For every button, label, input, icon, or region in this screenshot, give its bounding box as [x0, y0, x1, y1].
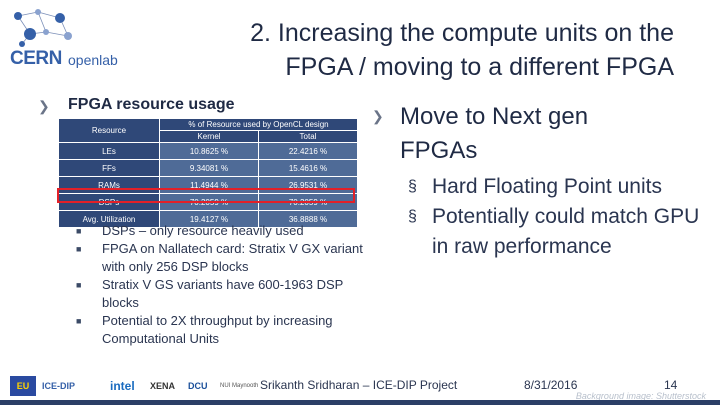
- dsp-row-highlight: [57, 188, 355, 203]
- intel-logo: intel: [110, 379, 135, 393]
- fpga-resource-usage-title: FPGA resource usage: [68, 96, 235, 113]
- eu-flag-icon: EU: [10, 376, 36, 396]
- chevron-right-icon: ❯: [38, 98, 50, 114]
- footer-bar: [0, 400, 720, 405]
- slide-title: 2. Increasing the compute units on the F…: [114, 16, 674, 84]
- network-logo-icon: [14, 9, 72, 47]
- cell-kernel: 19.4127 %: [159, 210, 259, 228]
- resource-table: Resource % of Resource used by OpenCL de…: [58, 118, 359, 228]
- cell-resource: Avg. Utilization: [58, 210, 160, 228]
- list-item: § Hard Floating Point units: [408, 172, 708, 202]
- square-bullet-icon: ■: [76, 226, 82, 236]
- table-row: LEs 10.8625 % 22.4216 %: [58, 142, 359, 160]
- square-bullet-icon: §: [408, 178, 417, 195]
- bullet-text: Stratix V GS variants have 600-1963 DSP …: [102, 277, 344, 310]
- bullet-text: DSPs – only resource heavily used: [102, 223, 304, 238]
- left-bullet-list: ■ DSPs – only resource heavily used ■ FPGA…: [76, 222, 366, 348]
- cell-resource: FFs: [58, 159, 160, 177]
- list-item: ■ Potential to 2X throughput by increasin…: [76, 312, 366, 348]
- cell-total: 36.8888 %: [257, 210, 359, 228]
- slide-title-line1: 2. Increasing the compute units on the: [250, 19, 674, 47]
- cern-openlab-logo: CERN openlab: [8, 6, 130, 70]
- square-bullet-icon: ■: [76, 244, 82, 254]
- header-group: % of Resource used by OpenCL design: [159, 118, 358, 131]
- header-resource: Resource: [58, 118, 160, 143]
- table-subheader-row: Kernel Total: [59, 130, 359, 143]
- sponsor-logos: EU ICE-DIP intel XENA DCU NUI Maynooth: [10, 376, 260, 398]
- list-item: ■ DSPs – only resource heavily used: [76, 222, 366, 240]
- header-kernel: Kernel: [159, 130, 259, 143]
- header-total: Total: [257, 130, 359, 143]
- slide-title-line2: FPGA / moving to a different FPGA: [285, 53, 674, 81]
- cell-resource: LEs: [58, 142, 160, 160]
- xena-logo: XENA: [150, 381, 176, 391]
- table-row: FFs 9.34081 % 15.4616 %: [58, 159, 359, 177]
- footer-date: 8/31/2016: [524, 378, 578, 392]
- logo-cern-text: CERN: [10, 48, 62, 69]
- square-bullet-icon: ■: [76, 316, 82, 326]
- logo-openlab-text: openlab: [68, 52, 118, 68]
- nui-maynooth-logo: NUI Maynooth: [220, 383, 259, 389]
- bullet-text: FPGA on Nallatech card: Stratix V GX var…: [102, 241, 363, 274]
- footer-author: Srikanth Sridharan – ICE-DIP Project: [260, 378, 458, 392]
- next-gen-title-line2: FPGAs: [400, 137, 478, 164]
- list-item: ■ FPGA on Nallatech card: Stratix V GX va…: [76, 240, 366, 276]
- background-credit: Background image: Shutterstock: [575, 391, 706, 401]
- chevron-right-icon: ❯: [372, 108, 384, 124]
- ice-dip-logo: ICE-DIP: [42, 381, 76, 391]
- bullet-text: Hard Floating Point units: [432, 175, 662, 198]
- bullet-text: Potential to 2X throughput by increasing…: [102, 313, 333, 346]
- bullet-text: Potentially could match GPU in raw perfo…: [432, 205, 700, 258]
- right-bullet-list: § Hard Floating Point units § Potentially …: [408, 172, 708, 262]
- cell-total: 15.4616 %: [257, 159, 359, 177]
- title-underline-mask: [60, 113, 360, 117]
- list-item: § Potentially could match GPU in raw perf…: [408, 202, 708, 262]
- square-bullet-icon: ■: [76, 280, 82, 290]
- cell-total: 22.4216 %: [257, 142, 359, 160]
- dcu-logo: DCU: [188, 381, 208, 391]
- cell-kernel: 9.34081 %: [159, 159, 259, 177]
- table-row: Avg. Utilization 19.4127 % 36.8888 %: [58, 210, 359, 228]
- footer-page-number: 14: [664, 378, 678, 392]
- cell-kernel: 10.8625 %: [159, 142, 259, 160]
- table-header-row: Resource % of Resource used by OpenCL de…: [58, 118, 358, 143]
- square-bullet-icon: §: [408, 208, 417, 225]
- list-item: ■ Stratix V GS variants have 600-1963 DSP…: [76, 276, 366, 312]
- next-gen-fpga-title: Move to Next gen FPGAs: [400, 100, 700, 168]
- next-gen-title-line1: Move to Next gen: [400, 103, 589, 130]
